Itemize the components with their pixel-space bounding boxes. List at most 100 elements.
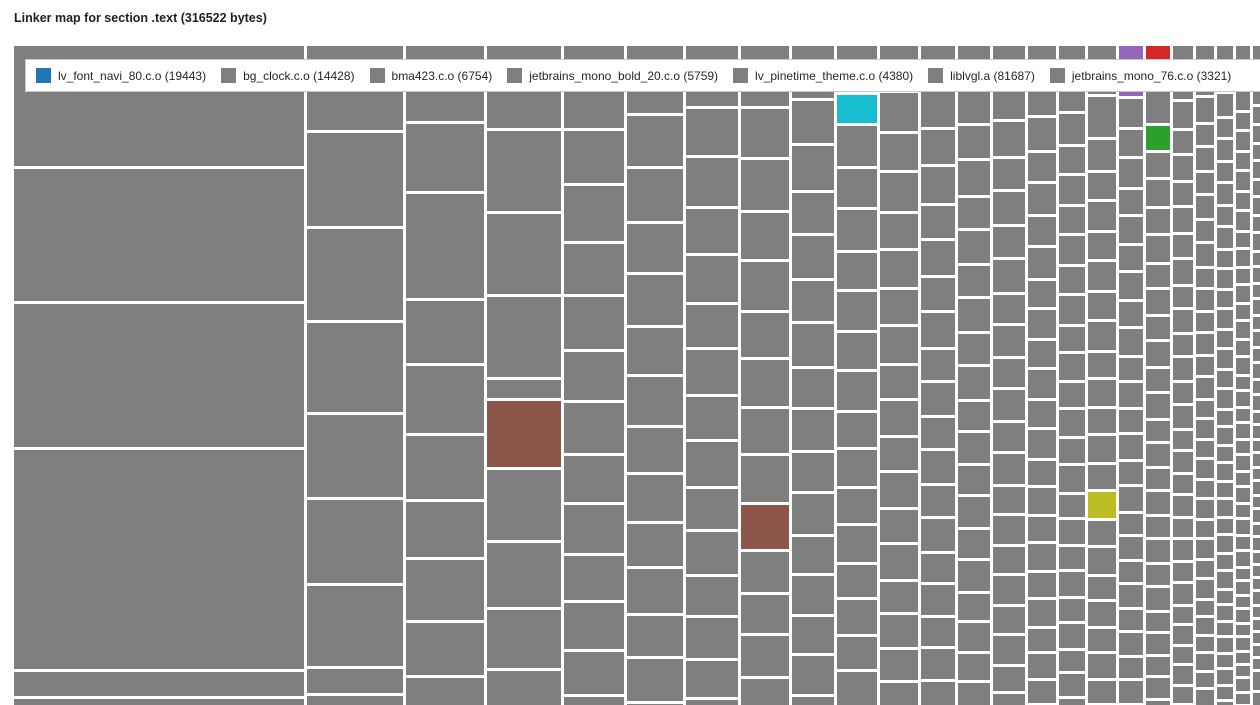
treemap-column	[1236, 46, 1250, 705]
treemap-cell	[1253, 633, 1260, 643]
treemap-cell	[1253, 566, 1260, 576]
treemap-cell	[1236, 520, 1250, 534]
treemap-cell	[741, 552, 789, 592]
treemap-cell	[1028, 629, 1056, 651]
treemap-cell	[1088, 629, 1116, 651]
treemap-cell	[1217, 94, 1233, 116]
treemap-cell	[1217, 483, 1233, 497]
treemap-cell	[1236, 424, 1250, 438]
treemap-cell	[1253, 469, 1260, 479]
treemap-cell	[792, 101, 834, 143]
treemap-cell	[792, 324, 834, 366]
treemap-cell	[1196, 401, 1214, 417]
treemap-cell	[1119, 358, 1143, 380]
treemap-cell	[1236, 269, 1250, 283]
treemap-cell	[837, 565, 877, 597]
treemap-cell	[1253, 659, 1260, 669]
treemap-cell	[880, 650, 918, 680]
treemap-cell	[993, 192, 1025, 224]
treemap-cell	[564, 505, 624, 553]
treemap-cell	[1028, 281, 1056, 307]
treemap-column	[1028, 46, 1056, 705]
treemap-cell	[1196, 173, 1214, 193]
treemap-cell	[1217, 207, 1233, 225]
treemap-cell	[1236, 456, 1250, 470]
treemap-column	[1196, 46, 1214, 705]
legend-item: bg_clock.c.o (14428)	[221, 68, 355, 83]
treemap-cell	[1146, 369, 1170, 391]
treemap-cell	[1173, 519, 1193, 537]
treemap-cell	[958, 497, 990, 527]
treemap-cell	[921, 167, 955, 203]
treemap-cell	[1217, 536, 1233, 552]
treemap-cell	[1217, 500, 1233, 516]
treemap-cell	[686, 397, 738, 439]
treemap-cell	[741, 456, 789, 502]
treemap-cell	[993, 359, 1025, 387]
treemap-cell	[921, 91, 955, 127]
legend-label: bma423.c.o (6754)	[391, 68, 493, 83]
treemap-cell	[741, 262, 789, 310]
treemap-cell	[1028, 184, 1056, 214]
treemap-cell	[993, 227, 1025, 257]
treemap-cell	[1059, 410, 1085, 436]
treemap-cell	[741, 109, 789, 157]
treemap-cell	[1173, 452, 1193, 472]
treemap-cell	[1146, 634, 1170, 654]
treemap-cell	[837, 489, 877, 523]
treemap-cell	[921, 585, 955, 615]
treemap-cell	[958, 334, 990, 364]
treemap-cell	[1253, 579, 1260, 589]
treemap-cell	[1059, 383, 1085, 407]
treemap-cell	[1236, 322, 1250, 338]
treemap-cell	[1146, 678, 1170, 698]
treemap-cell-brown	[741, 505, 789, 549]
treemap-cell	[686, 109, 738, 155]
treemap-cell	[1088, 293, 1116, 319]
treemap-cell	[1119, 246, 1143, 270]
treemap-cell	[1196, 690, 1214, 705]
treemap-cell	[1217, 184, 1233, 204]
treemap-cell	[1253, 672, 1260, 690]
treemap-cell	[1236, 653, 1250, 663]
legend-item: jetbrains_mono_76.c.o (3321)	[1049, 68, 1231, 83]
treemap-cell	[1253, 253, 1260, 265]
treemap-cell	[741, 679, 789, 705]
treemap-cell	[1146, 444, 1170, 466]
treemap-cell	[1196, 580, 1214, 598]
treemap-cell	[1146, 342, 1170, 366]
treemap-cell	[1028, 310, 1056, 338]
treemap-cell	[1146, 394, 1170, 418]
treemap-cell	[307, 500, 403, 583]
treemap-cell	[837, 637, 877, 669]
treemap-cell	[1173, 406, 1193, 428]
treemap-cell	[1253, 46, 1260, 64]
treemap-column	[406, 46, 484, 705]
treemap-cell	[1253, 413, 1260, 423]
legend-label: lv_pinetime_theme.c.o (4380)	[755, 68, 914, 83]
treemap-cell	[921, 241, 955, 275]
treemap-cell	[1236, 505, 1250, 517]
treemap-cell	[921, 313, 955, 347]
treemap-cell	[993, 516, 1025, 544]
treemap-cell	[1253, 86, 1260, 104]
treemap-cell	[792, 193, 834, 233]
treemap-cell	[1196, 357, 1214, 375]
treemap-cell	[880, 251, 918, 287]
treemap-cell	[1217, 140, 1233, 160]
treemap-cell	[1146, 565, 1170, 585]
treemap-cell	[1059, 327, 1085, 351]
treemap-cell	[1196, 420, 1214, 438]
treemap-cell	[1119, 462, 1143, 484]
treemap-column	[487, 46, 561, 705]
treemap-cell	[1059, 466, 1085, 492]
treemap-cell	[1059, 547, 1085, 569]
treemap-cell	[1253, 349, 1260, 361]
treemap-cell	[1253, 234, 1260, 250]
legend-label: bg_clock.c.o (14428)	[243, 68, 355, 83]
treemap-cell	[1217, 687, 1233, 699]
treemap-cell	[837, 672, 877, 705]
treemap-cell	[1119, 435, 1143, 459]
treemap-cell	[564, 244, 624, 294]
treemap-cell	[1253, 332, 1260, 346]
